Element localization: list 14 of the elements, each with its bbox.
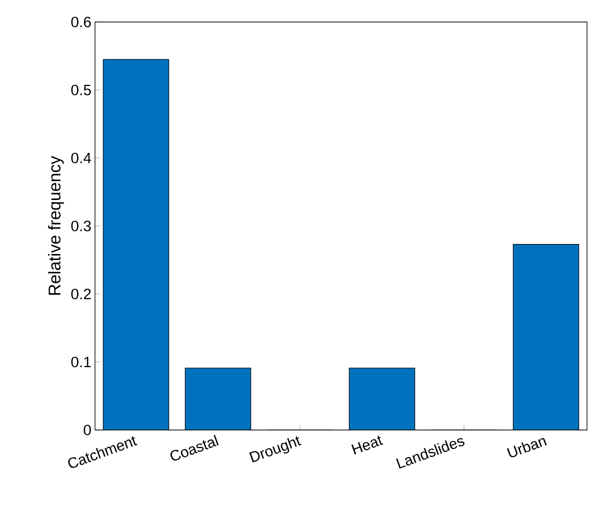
y-tick-label: 0.2 (71, 288, 91, 300)
bar (349, 368, 415, 430)
x-tick-label: Heat (351, 436, 384, 455)
y-tick-label: 0.4 (71, 152, 92, 164)
bar (103, 59, 169, 430)
x-tick-label: Urban (506, 438, 547, 458)
y-axis-title: Relative frequency (48, 156, 64, 295)
y-tick-label: 0 (84, 424, 91, 436)
y-tick-label: 0.6 (71, 16, 91, 28)
y-tick-label: 0.5 (71, 84, 91, 96)
y-tick-label: 0.1 (71, 356, 91, 368)
bar (185, 368, 251, 430)
y-tick-label: 0.3 (71, 220, 91, 232)
bar (512, 244, 580, 430)
